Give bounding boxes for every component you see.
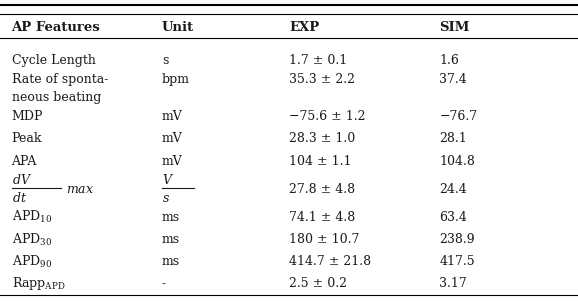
Text: Rate of sponta-: Rate of sponta- bbox=[12, 73, 108, 86]
Text: APD$_{\mathregular{90}}$: APD$_{\mathregular{90}}$ bbox=[12, 254, 52, 270]
Text: AP Features: AP Features bbox=[12, 21, 101, 34]
Text: SIM: SIM bbox=[439, 21, 470, 34]
Text: mV: mV bbox=[162, 132, 183, 146]
Text: 238.9: 238.9 bbox=[439, 233, 475, 246]
Text: 104.8: 104.8 bbox=[439, 154, 475, 168]
Text: EXP: EXP bbox=[289, 21, 319, 34]
Text: ms: ms bbox=[162, 233, 180, 246]
Text: 24.4: 24.4 bbox=[439, 183, 467, 196]
Text: bpm: bpm bbox=[162, 73, 190, 86]
Text: Rapp$_{\mathregular{APD}}$: Rapp$_{\mathregular{APD}}$ bbox=[12, 275, 65, 292]
Text: $s$: $s$ bbox=[162, 192, 170, 205]
Text: s: s bbox=[162, 54, 168, 67]
Text: 180 ± 10.7: 180 ± 10.7 bbox=[289, 233, 360, 246]
Text: APD$_{\mathregular{10}}$: APD$_{\mathregular{10}}$ bbox=[12, 209, 52, 225]
Text: APA: APA bbox=[12, 154, 37, 168]
Text: $dV$: $dV$ bbox=[12, 173, 32, 187]
Text: 1.7 ± 0.1: 1.7 ± 0.1 bbox=[289, 54, 347, 67]
Text: APD$_{\mathregular{30}}$: APD$_{\mathregular{30}}$ bbox=[12, 231, 52, 247]
Text: 417.5: 417.5 bbox=[439, 255, 475, 268]
Text: 63.4: 63.4 bbox=[439, 211, 467, 224]
Text: -: - bbox=[162, 277, 166, 290]
Text: 2.5 ± 0.2: 2.5 ± 0.2 bbox=[289, 277, 347, 290]
Text: mV: mV bbox=[162, 154, 183, 168]
Text: Unit: Unit bbox=[162, 21, 194, 34]
Text: 74.1 ± 4.8: 74.1 ± 4.8 bbox=[289, 211, 355, 224]
Text: MDP: MDP bbox=[12, 110, 43, 123]
Text: Peak: Peak bbox=[12, 132, 42, 146]
Text: 3.17: 3.17 bbox=[439, 277, 467, 290]
Text: mV: mV bbox=[162, 110, 183, 123]
Text: 27.8 ± 4.8: 27.8 ± 4.8 bbox=[289, 183, 355, 196]
Text: 104 ± 1.1: 104 ± 1.1 bbox=[289, 154, 351, 168]
Text: ms: ms bbox=[162, 255, 180, 268]
Text: 414.7 ± 21.8: 414.7 ± 21.8 bbox=[289, 255, 371, 268]
Text: neous beating: neous beating bbox=[12, 91, 101, 104]
Text: $dt$: $dt$ bbox=[12, 192, 27, 205]
Text: 1.6: 1.6 bbox=[439, 54, 459, 67]
Text: −75.6 ± 1.2: −75.6 ± 1.2 bbox=[289, 110, 365, 123]
Text: ms: ms bbox=[162, 211, 180, 224]
Text: $max$: $max$ bbox=[66, 183, 95, 196]
Text: $V$: $V$ bbox=[162, 173, 174, 187]
Text: 28.1: 28.1 bbox=[439, 132, 467, 146]
Text: Cycle Length: Cycle Length bbox=[12, 54, 95, 67]
Text: 37.4: 37.4 bbox=[439, 73, 467, 86]
Text: 35.3 ± 2.2: 35.3 ± 2.2 bbox=[289, 73, 355, 86]
Text: −76.7: −76.7 bbox=[439, 110, 477, 123]
Text: 28.3 ± 1.0: 28.3 ± 1.0 bbox=[289, 132, 355, 146]
